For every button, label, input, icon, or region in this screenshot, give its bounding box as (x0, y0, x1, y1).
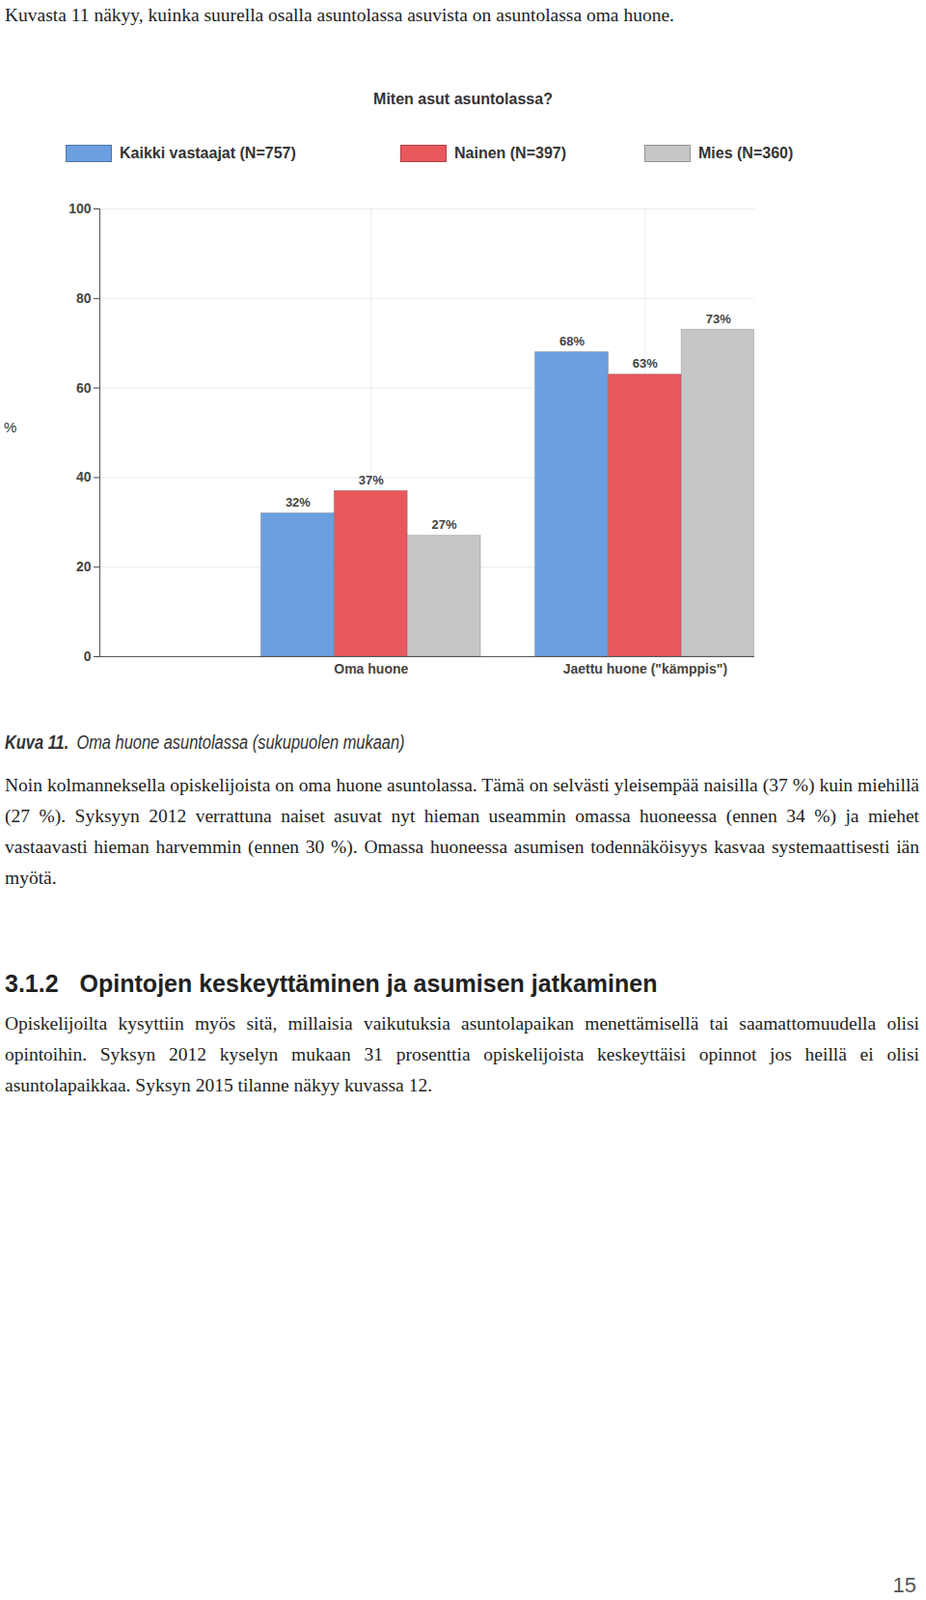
svg-text:100: 100 (68, 200, 92, 217)
html-text:Opintojen keskeyttäminen ja as: Opintojen keskeyttäminen ja asumisen jat… (79, 969, 658, 997)
html-text:15: 15 (892, 1572, 917, 1597)
html-text:Noin kolmanneksella opiskelijo: Noin kolmanneksella opiskelijoista on om… (4, 774, 920, 888)
svg-text:60: 60 (76, 380, 92, 396)
svg-text:80: 80 (76, 290, 92, 306)
svg-text:Oma huone: Oma huone (333, 660, 409, 677)
svg-text:63%: 63% (632, 355, 658, 371)
svg-text:73%: 73% (706, 311, 732, 327)
svg-text:Jaettu huone ("kämppis"): Jaettu huone ("kämppis") (563, 660, 728, 677)
svg-text:20: 20 (76, 558, 92, 574)
svg-text:0: 0 (83, 648, 92, 664)
html-text:Mies (N=360): Mies (N=360) (698, 144, 794, 162)
html-text:Miten asut asuntolassa?: Miten asut asuntolassa? (373, 90, 553, 108)
svg-text:32%: 32% (285, 494, 311, 510)
svg-text:37%: 37% (358, 472, 384, 488)
svg-text:27%: 27% (432, 517, 458, 532)
svg-text:68%: 68% (559, 333, 585, 349)
html-text:Kuva 11. Oma huone asuntolassa: Kuva 11. Oma huone asuntolassa (sukupuol… (4, 731, 405, 753)
html-text:Kaikki vastaajat (N=757): Kaikki vastaajat (N=757) (119, 144, 296, 162)
svg-text:40: 40 (76, 468, 92, 485)
html-text:Opiskelijoilta kysyttiin myös: Opiskelijoilta kysyttiin myös sitä, mill… (4, 1012, 920, 1095)
html-text:Nainen (N=397): Nainen (N=397) (454, 144, 567, 162)
html-text:3.1.2: 3.1.2 (4, 969, 59, 997)
html-text:Kuvasta 11 näkyy, kuinka suure: Kuvasta 11 näkyy, kuinka suurella osalla… (4, 4, 675, 26)
